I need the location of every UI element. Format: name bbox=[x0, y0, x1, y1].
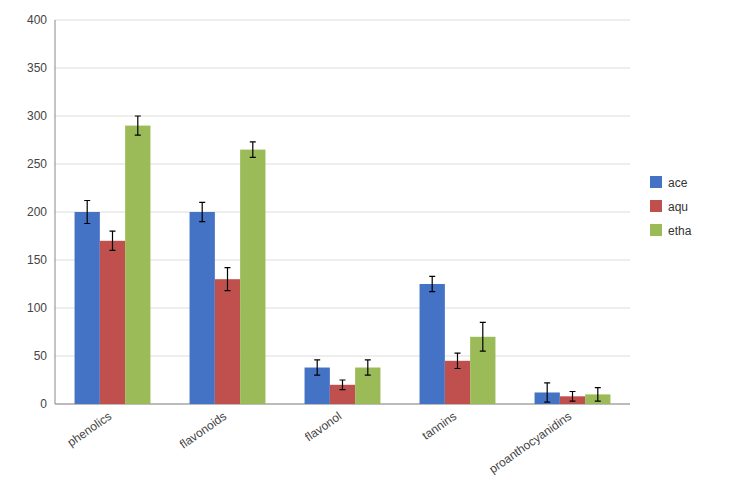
bar bbox=[125, 126, 150, 404]
x-tick-label: flavonol bbox=[302, 409, 344, 444]
error-bar bbox=[314, 360, 320, 375]
error-bar bbox=[135, 116, 141, 135]
x-tick-label: phenolics bbox=[65, 409, 115, 450]
x-tick-label: tannins bbox=[419, 409, 459, 443]
error-bar bbox=[84, 200, 90, 223]
grid-line bbox=[55, 68, 630, 69]
x-tick-label: flavonoids bbox=[177, 409, 229, 451]
legend-swatch bbox=[650, 200, 662, 212]
legend-label: aqu bbox=[668, 200, 688, 214]
chart-svg: 0 50 100 150 200 250 300 350 400 phenolics flavono… bbox=[0, 0, 750, 499]
y-tick-label: 250 bbox=[27, 157, 47, 171]
error-bar bbox=[110, 231, 116, 250]
error-bar bbox=[595, 388, 601, 401]
grid-line bbox=[55, 20, 630, 21]
error-bar bbox=[199, 202, 205, 221]
chart-container: 0 50 100 150 200 250 300 350 400 phenolics flavono… bbox=[0, 0, 750, 499]
error-bar bbox=[455, 353, 461, 368]
error-bar bbox=[544, 383, 550, 402]
y-tick-label: 50 bbox=[34, 349, 48, 363]
bar bbox=[75, 212, 100, 404]
bars bbox=[75, 116, 611, 404]
y-tick-label: 400 bbox=[27, 13, 47, 27]
bar bbox=[100, 241, 125, 404]
bar bbox=[420, 284, 445, 404]
legend: ace aqu etha bbox=[650, 176, 692, 238]
y-tick-label: 100 bbox=[27, 301, 47, 315]
error-bar bbox=[365, 360, 371, 375]
bar bbox=[190, 212, 215, 404]
error-bar bbox=[250, 142, 256, 157]
error-bar bbox=[429, 276, 435, 291]
error-bar bbox=[225, 268, 231, 291]
y-tick-label: 0 bbox=[40, 397, 47, 411]
error-bar bbox=[480, 322, 486, 351]
grid bbox=[55, 20, 630, 404]
y-tick-label: 300 bbox=[27, 109, 47, 123]
error-bar bbox=[340, 380, 346, 390]
y-tick-label: 350 bbox=[27, 61, 47, 75]
error-bar bbox=[570, 392, 576, 402]
legend-label: ace bbox=[668, 176, 688, 190]
y-axis-line bbox=[55, 20, 56, 404]
legend-label: etha bbox=[668, 224, 692, 238]
legend-swatch bbox=[650, 176, 662, 188]
y-tick-label: 150 bbox=[27, 253, 47, 267]
grid-line bbox=[55, 116, 630, 117]
y-tick-label: 200 bbox=[27, 205, 47, 219]
legend-swatch bbox=[650, 224, 662, 236]
bar bbox=[215, 279, 240, 404]
bar bbox=[240, 150, 265, 404]
x-tick-label: proanthocyanidins bbox=[486, 409, 574, 476]
